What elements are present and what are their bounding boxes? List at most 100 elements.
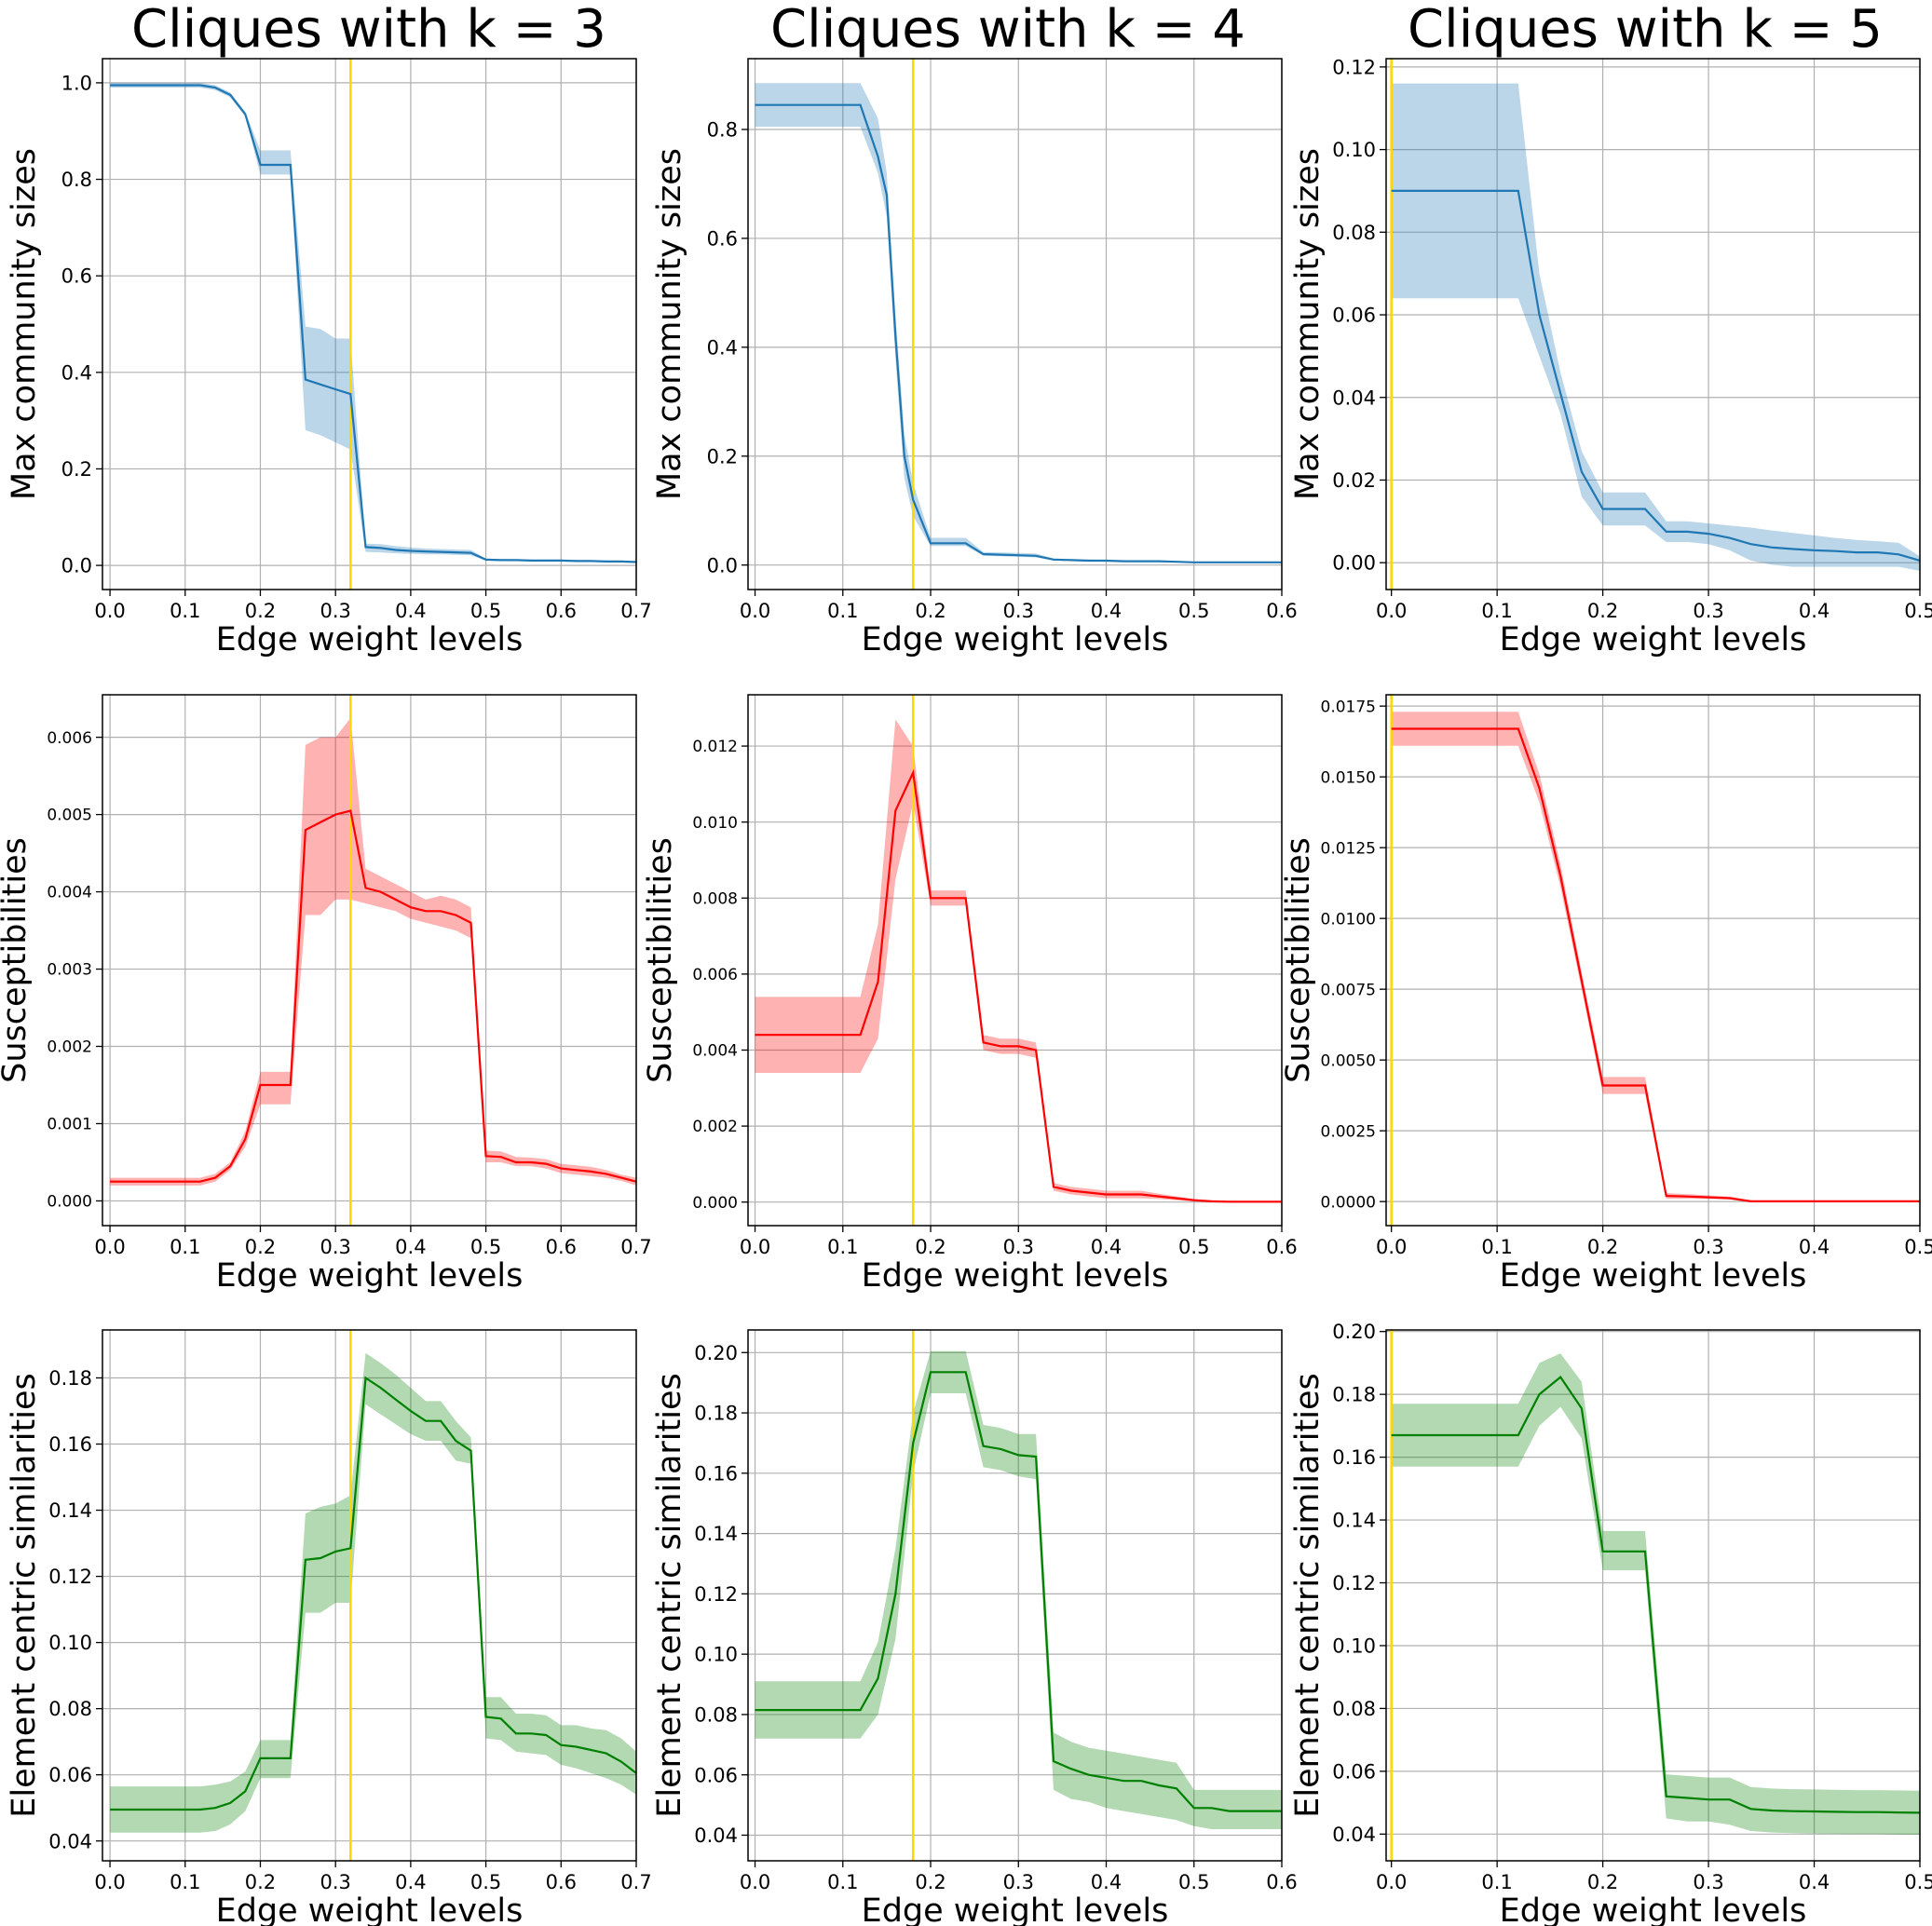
x-tick-label: 0.4: [1799, 1871, 1830, 1893]
x-tick-label: 0.3: [1003, 600, 1034, 622]
x-axis-label: Edge weight levels: [1500, 1257, 1807, 1295]
x-tick-label: 0.5: [470, 1236, 501, 1258]
confidence-band: [755, 1350, 1282, 1829]
mean-line: [755, 768, 1282, 1203]
plot-area: [755, 695, 1282, 1226]
plot-area: [755, 59, 1282, 590]
y-tick-label: 0.02: [1332, 469, 1376, 492]
confidence-band: [110, 82, 636, 563]
y-tick-label: 0.2: [61, 458, 92, 481]
x-tick-label: 0.0: [94, 1236, 125, 1258]
confidence-band: [755, 719, 1282, 1202]
axes-frame: [1385, 1329, 1921, 1862]
y-tick-label: 0.16: [1332, 1446, 1376, 1469]
plot-area: [1390, 695, 1920, 1226]
x-tick-label: 0.0: [94, 1871, 125, 1893]
axes-frame: [1385, 694, 1921, 1227]
y-tick-label: 0.12: [1332, 1572, 1376, 1594]
y-tick-label: 0.008: [692, 889, 738, 908]
x-axis-label: Edge weight levels: [862, 1257, 1169, 1295]
y-tick-label: 0.10: [1332, 1635, 1376, 1658]
y-tick-label: 0.0: [707, 554, 738, 576]
y-tick-label: 0.04: [694, 1824, 738, 1847]
y-tick-label: 0.14: [48, 1499, 92, 1522]
subplot-grid: 0.0 0.1 0.2 0.3 0.4 0.5 0.6 0.7 0.0 0.2 0.4 0.6 0.8 1…: [0, 56, 1932, 1926]
x-tick-label: 0.2: [915, 1236, 946, 1258]
x-tick-label: 0.3: [320, 1236, 350, 1258]
x-axis-label: Edge weight levels: [862, 621, 1169, 658]
x-tick-label: 0.5: [1904, 1871, 1932, 1893]
y-tick-label: 0.0100: [1321, 910, 1376, 929]
subplot-k3-max-community: 0.0 0.1 0.2 0.3 0.4 0.5 0.6 0.7 0.0 0.2 0.4 0.6 0.8 1…: [6, 58, 652, 658]
y-tick-label: 0.04: [48, 1830, 92, 1852]
y-tick-label: 0.4: [61, 361, 92, 384]
y-tick-label: 0.12: [48, 1566, 92, 1588]
plot-area: [110, 695, 636, 1226]
plot-area: [110, 59, 636, 590]
x-tick-label: 0.4: [1799, 1236, 1830, 1258]
y-tick-label: 0.8: [707, 119, 738, 142]
subplot-k4-susceptibility: 0.0 0.1 0.2 0.3 0.4 0.5 0.6 0.000 0.002 0.004 0.00…: [642, 694, 1298, 1295]
plot-area: [1390, 1330, 1920, 1861]
mean-line: [110, 809, 636, 1183]
y-tick-label: 0.000: [47, 1193, 92, 1212]
mean-line: [1391, 189, 1920, 562]
x-tick-label: 0.4: [1091, 1236, 1122, 1258]
y-tick-label: 0.14: [694, 1523, 738, 1545]
mean-line: [110, 1376, 636, 1811]
y-tick-label: 0.16: [48, 1433, 92, 1456]
y-tick-label: 0.00: [1332, 552, 1376, 575]
axes-frame: [747, 58, 1283, 590]
x-tick-label: 0.4: [1091, 600, 1122, 622]
x-tick-label: 0.6: [1266, 600, 1297, 622]
y-tick-label: 0.16: [694, 1462, 738, 1485]
y-tick-label: 0.14: [1332, 1510, 1376, 1532]
x-tick-label: 0.5: [1178, 1236, 1209, 1258]
y-tick-label: 0.0075: [1321, 981, 1376, 999]
x-tick-label: 0.2: [245, 1236, 276, 1258]
y-tick-label: 0.003: [47, 961, 92, 980]
axes-frame: [747, 694, 1283, 1227]
y-tick-label: 0.0050: [1321, 1051, 1376, 1070]
y-tick-label: 0.06: [1332, 1760, 1376, 1783]
y-tick-label: 0.0125: [1321, 839, 1376, 858]
subplot-k5-susceptibility: 0.0 0.1 0.2 0.3 0.4 0.5 0.0000 0.0025 0.0050 0.00…: [1280, 694, 1932, 1295]
y-tick-label: 0.04: [1332, 1824, 1376, 1846]
y-tick-label: 0.010: [692, 814, 738, 833]
y-tick-label: 0.005: [47, 807, 92, 825]
x-tick-label: 0.0: [94, 600, 125, 622]
y-axis-label: Element centric similarities: [651, 1373, 688, 1817]
subplot-k5-max-community: 0.0 0.1 0.2 0.3 0.4 0.5 0.00 0.02 0.04 0.06 0.08 0.…: [1289, 56, 1932, 658]
y-tick-label: 0.0150: [1321, 768, 1376, 787]
x-tick-label: 0.6: [1266, 1871, 1297, 1893]
y-tick-label: 0.002: [692, 1118, 738, 1136]
y-tick-label: 0.002: [47, 1038, 92, 1057]
subplot-k3-susceptibility: 0.0 0.1 0.2 0.3 0.4 0.5 0.6 0.7 0.000 0.001 0.002 0…: [0, 694, 652, 1295]
x-tick-label: 0.2: [915, 600, 946, 622]
x-tick-label: 0.4: [395, 1236, 426, 1258]
x-tick-label: 0.3: [1003, 1871, 1034, 1893]
x-tick-label: 0.6: [546, 1871, 577, 1893]
axes-frame: [102, 694, 637, 1227]
y-tick-label: 0.0025: [1321, 1122, 1376, 1141]
y-axis-label: Susceptibilities: [0, 837, 34, 1083]
x-tick-label: 0.4: [1091, 1871, 1122, 1893]
y-tick-label: 0.04: [1332, 387, 1376, 409]
y-axis-label: Max community sizes: [6, 148, 43, 500]
y-tick-label: 0.10: [48, 1632, 92, 1654]
y-tick-label: 0.8: [61, 169, 92, 191]
x-tick-label: 0.2: [245, 600, 276, 622]
subplot-k3-element-centric: 0.0 0.1 0.2 0.3 0.4 0.5 0.6 0.7 0.04 0.06 0.08 0.10…: [6, 1329, 652, 1926]
y-tick-label: 1.0: [61, 72, 92, 94]
plot-area: [110, 1330, 636, 1861]
x-tick-label: 0.6: [546, 1236, 577, 1258]
column-title-k3: Cliques with k = 3: [131, 0, 606, 60]
x-tick-label: 0.1: [170, 1236, 200, 1258]
x-axis-label: Edge weight levels: [216, 621, 524, 658]
y-tick-label: 0.000: [692, 1194, 738, 1213]
y-axis-label: Susceptibilities: [642, 837, 679, 1083]
x-tick-label: 0.4: [395, 1871, 426, 1893]
x-tick-label: 0.6: [546, 600, 577, 622]
x-tick-label: 0.3: [1693, 1236, 1723, 1258]
x-tick-label: 0.6: [1266, 1236, 1297, 1258]
